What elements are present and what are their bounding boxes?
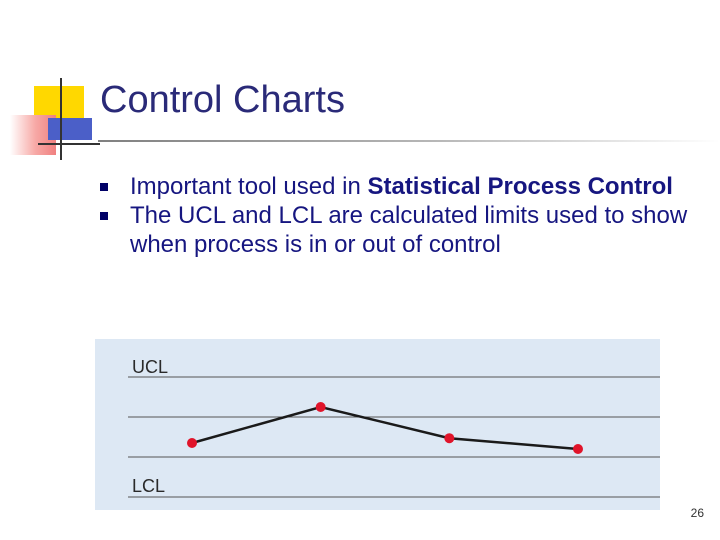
data-point (315, 402, 326, 412)
bullet-bold-text: Statistical Process Control (367, 173, 673, 200)
square-bullet-icon (100, 183, 108, 191)
data-point (573, 444, 583, 454)
control-chart: UCL LCL (95, 339, 660, 510)
bullet-item: The UCL and LCL are calculated limits us… (98, 201, 708, 259)
chart-background (95, 339, 660, 510)
slide-title: Control Charts (100, 79, 345, 121)
data-point (187, 438, 197, 448)
bullet-text: The UCL and LCL are calculated limits us… (130, 202, 688, 258)
bullet-item: Important tool used in Statistical Proce… (98, 172, 708, 201)
page-number: 26 (690, 506, 704, 520)
bullet-list: Important tool used in Statistical Proce… (98, 172, 708, 259)
lcl-label: LCL (132, 476, 165, 496)
bullet-text: Important tool used in (130, 173, 368, 200)
title-ornament-blue-block (48, 118, 92, 140)
title-ornament-horizontal-line (38, 143, 100, 145)
square-bullet-icon (100, 212, 108, 220)
series-line (191, 405, 579, 451)
data-point (444, 433, 455, 444)
title-ornament-vertical-line (60, 78, 62, 160)
title-underline (98, 140, 720, 142)
chart-marks (187, 402, 583, 454)
ucl-label: UCL (132, 357, 168, 377)
